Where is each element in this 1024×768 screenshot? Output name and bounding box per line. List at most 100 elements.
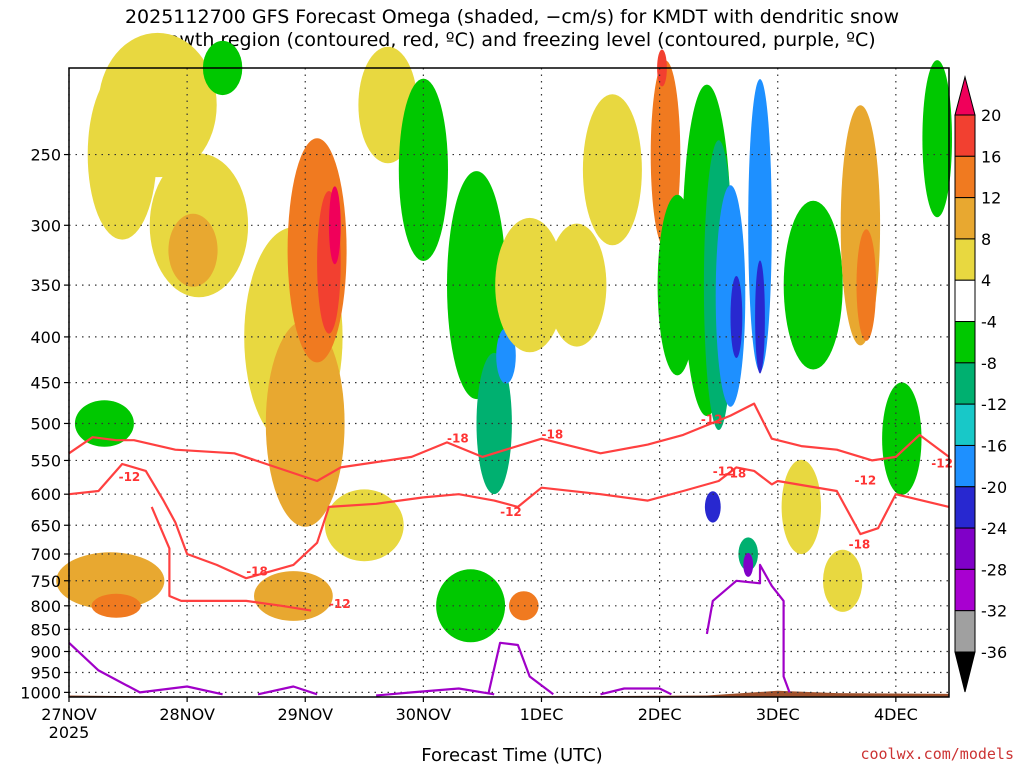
contour-label: -18 — [849, 537, 871, 551]
omega-blob — [496, 328, 516, 384]
omega-blob — [882, 382, 922, 496]
omega-blob — [168, 213, 218, 287]
omega-blob — [447, 171, 506, 400]
contour-label: -12 — [329, 597, 351, 611]
x-tick-label: 2DEC — [638, 705, 682, 724]
contour-label: -12 — [500, 505, 522, 519]
omega-blob — [324, 489, 404, 562]
colorbar-label: -16 — [981, 436, 1007, 455]
contour-label: -12 — [931, 456, 953, 470]
terrain-surface — [69, 690, 949, 697]
omega-blob — [704, 491, 721, 523]
omega-blob — [254, 571, 333, 621]
y-tick-label: 950 — [30, 663, 61, 682]
colorbar-label: -32 — [981, 602, 1007, 621]
colorbar-label: -4 — [981, 313, 997, 332]
x-tick-label: 29NOV — [277, 705, 333, 724]
contour-minus18-lower — [150, 506, 312, 612]
title-line-2: growth region (contoured, red, ºC) and f… — [148, 29, 876, 51]
omega-blob — [922, 60, 952, 218]
colorbar-segment — [954, 155, 976, 199]
colorbar-label: -20 — [981, 478, 1007, 497]
y-tick-label: 800 — [30, 597, 61, 616]
y-tick-label: 750 — [30, 572, 61, 591]
colorbar-top-arrow — [954, 75, 976, 116]
freezing-level-line — [257, 685, 318, 696]
contour-label: -12 — [701, 413, 723, 427]
omega-blob — [730, 276, 743, 358]
colorbar-segment — [954, 610, 976, 653]
omega-blob — [748, 79, 772, 372]
omega-blob — [509, 591, 539, 621]
omega-blob — [56, 552, 165, 610]
colorbar-label: 12 — [981, 189, 1001, 208]
y-tick-label: 700 — [30, 545, 61, 564]
colorbar-label: -12 — [981, 395, 1007, 414]
colorbar-segment — [954, 279, 976, 323]
y-tick-label: 550 — [30, 451, 61, 470]
x-tick-label: 27NOV — [41, 705, 97, 724]
omega-blob — [495, 217, 565, 353]
y-tick-label: 350 — [30, 276, 61, 295]
omega-blob — [436, 569, 506, 643]
omega-blob — [91, 593, 141, 618]
y-tick-label: 300 — [30, 216, 61, 235]
contour-label: -18 — [542, 428, 564, 442]
contour-label: -18 — [725, 467, 747, 481]
colorbar-segment — [954, 238, 976, 281]
x-tick-label: 28NOV — [159, 705, 215, 724]
contours: -12-18-12-18-12-18-12-12-18 -12-18-12 — [68, 402, 953, 697]
colorbar-segment — [954, 362, 976, 405]
colorbar-label: -36 — [981, 643, 1007, 662]
contour-label: -18 — [447, 431, 469, 445]
colorbar-bottom-arrow — [954, 651, 976, 693]
y-tick-label: 1000 — [20, 683, 61, 702]
omega-blob — [783, 200, 843, 370]
omega-blob — [755, 260, 765, 374]
contour-label: -12 — [713, 465, 735, 479]
x-axis-ticks: 27NOV 28NOV 29NOV 30NOV 1DEC 2DEC 3DEC 4DEC 2025 — [41, 697, 918, 740]
colorbar-segment — [954, 527, 976, 570]
colorbar-segment — [954, 444, 976, 488]
omega-blob — [856, 229, 877, 341]
contour-label: -12 — [119, 470, 141, 484]
y-tick-label: 650 — [30, 516, 61, 535]
freezing-level-line — [376, 687, 495, 697]
colorbar-label: -8 — [981, 354, 997, 373]
colorbar-segment — [954, 486, 976, 529]
colorbar-label: 8 — [981, 230, 991, 249]
freezing-level-line — [600, 687, 672, 696]
credit-link[interactable]: coolwx.com/models — [860, 745, 1014, 763]
title-line-1: 2025112700 GFS Forecast Omega (shaded, −… — [124, 6, 900, 28]
omega-blob — [398, 78, 448, 261]
omega-shading — [56, 32, 952, 643]
y-tick-label: 850 — [30, 620, 61, 639]
omega-blob — [74, 400, 134, 447]
y-tick-label: 900 — [30, 642, 61, 661]
contour-label: -12 — [855, 473, 877, 487]
y-axis-ticks: 250 300 350 400 450 500 550 600 650 700 750 800 850 9… — [20, 146, 69, 702]
freezing-level-line — [705, 563, 791, 693]
x-tick-label: 3DEC — [756, 705, 800, 724]
x-tick-label: 4DEC — [874, 705, 918, 724]
y-tick-label: 450 — [30, 374, 61, 393]
colorbar-label: 4 — [981, 271, 991, 290]
colorbar: 20 16 12 8 4 -4 -8 -12 -16 -20 -24 -28 -32 -36 — [954, 75, 1007, 693]
contour-label: -18 — [246, 565, 268, 579]
colorbar-segment — [954, 321, 976, 364]
colorbar-segment — [954, 403, 976, 446]
freezing-level-line — [487, 641, 554, 696]
x-axis-title: Forecast Time (UTC) — [421, 745, 603, 766]
colorbar-segment — [954, 197, 976, 240]
chart-title: 2025112700 GFS Forecast Omega (shaded, −… — [0, 6, 1024, 52]
colorbar-label: 16 — [981, 147, 1001, 166]
omega-blob — [743, 552, 754, 577]
omega-blob — [476, 352, 512, 495]
y-tick-label: 600 — [30, 485, 61, 504]
x-year-label: 2025 — [49, 723, 90, 740]
omega-time-height-chart: -12-18-12-18-12-18-12-12-18 -12-18-12 250… — [20, 32, 1007, 740]
colorbar-segment — [954, 568, 976, 612]
y-tick-label: 500 — [30, 414, 61, 433]
colorbar-label: 20 — [981, 106, 1001, 125]
y-tick-label: 400 — [30, 328, 61, 347]
